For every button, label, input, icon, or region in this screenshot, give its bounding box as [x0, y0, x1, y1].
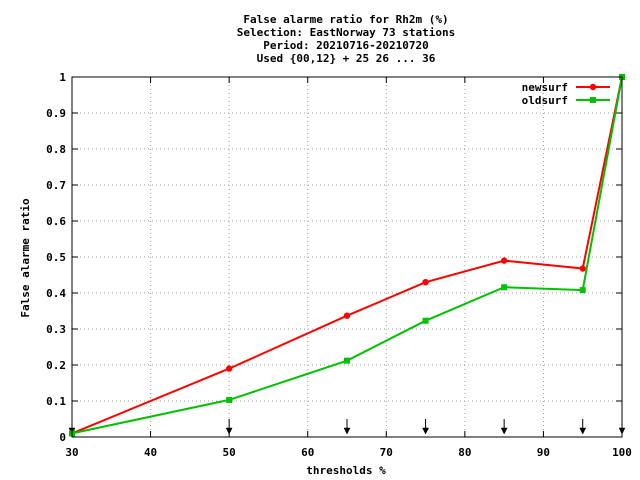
data-point [422, 279, 429, 286]
threshold-marker-arrow [343, 419, 351, 435]
series-newsurf [68, 73, 626, 437]
grid [72, 77, 622, 437]
x-tick-label: 70 [380, 446, 393, 459]
x-axis-label: thresholds % [306, 464, 386, 477]
data-point [500, 257, 508, 264]
x-tick-label: 50 [223, 446, 236, 459]
threshold-marker-arrow [579, 419, 587, 435]
y-axis-ticks: 0 0.1 0.2 0.3 0.4 0.5 0.6 0.7 0.8 0.9 1 [46, 71, 622, 444]
legend-swatch-marker [589, 83, 597, 91]
y-tick-label: 0.4 [46, 287, 66, 300]
legend-entry-newsurf: newsurf [522, 81, 610, 94]
title-line-2: Selection: EastNorway 73 stations [237, 26, 456, 39]
data-point [501, 284, 508, 291]
legend-entry-oldsurf: oldsurf [522, 94, 610, 107]
plot-border [71, 76, 623, 438]
threshold-marker-arrow [500, 419, 508, 435]
data-point [226, 396, 233, 403]
y-tick-label: 0.2 [46, 359, 66, 372]
legend-swatch-marker [590, 97, 596, 103]
y-tick-label: 0.9 [46, 107, 66, 120]
data-point [225, 365, 233, 372]
y-tick-label: 0.6 [46, 215, 66, 228]
y-tick-label: 0.5 [46, 251, 66, 264]
y-tick-label: 0.8 [46, 143, 66, 156]
data-point [344, 357, 350, 364]
title-line-1: False alarme ratio for Rh2m (%) [243, 13, 448, 26]
threshold-marker-arrow [225, 419, 233, 435]
x-axis-ticks: 30 40 50 60 70 80 90 100 [65, 77, 632, 459]
legend-label: newsurf [522, 81, 568, 94]
x-tick-label: 40 [144, 446, 157, 459]
x-tick-label: 100 [612, 446, 632, 459]
data-point [343, 312, 351, 319]
threshold-markers [68, 419, 626, 435]
series-line [71, 76, 623, 435]
y-tick-label: 1 [59, 71, 66, 84]
x-tick-label: 90 [537, 446, 550, 459]
title-line-3: Period: 20210716-20210720 [263, 39, 429, 52]
legend-label: oldsurf [522, 94, 568, 107]
x-tick-label: 60 [301, 446, 314, 459]
data-point [579, 265, 586, 272]
series-line [71, 76, 623, 435]
series-layer [68, 73, 626, 437]
chart-title: False alarme ratio for Rh2m (%) Selectio… [237, 13, 456, 65]
y-tick-label: 0.3 [46, 323, 66, 336]
x-tick-label: 80 [458, 446, 471, 459]
y-tick-label: 0.1 [46, 395, 66, 408]
x-tick-label: 30 [65, 446, 78, 459]
title-line-4: Used {00,12} + 25 26 ... 36 [257, 52, 436, 65]
data-point [579, 287, 586, 294]
threshold-marker-arrow [422, 419, 429, 435]
data-point [422, 317, 429, 324]
series-oldsurf [69, 74, 625, 437]
y-axis-label: False alarme ratio [19, 198, 32, 318]
y-tick-label: 0 [59, 431, 66, 444]
y-tick-label: 0.7 [46, 179, 66, 192]
